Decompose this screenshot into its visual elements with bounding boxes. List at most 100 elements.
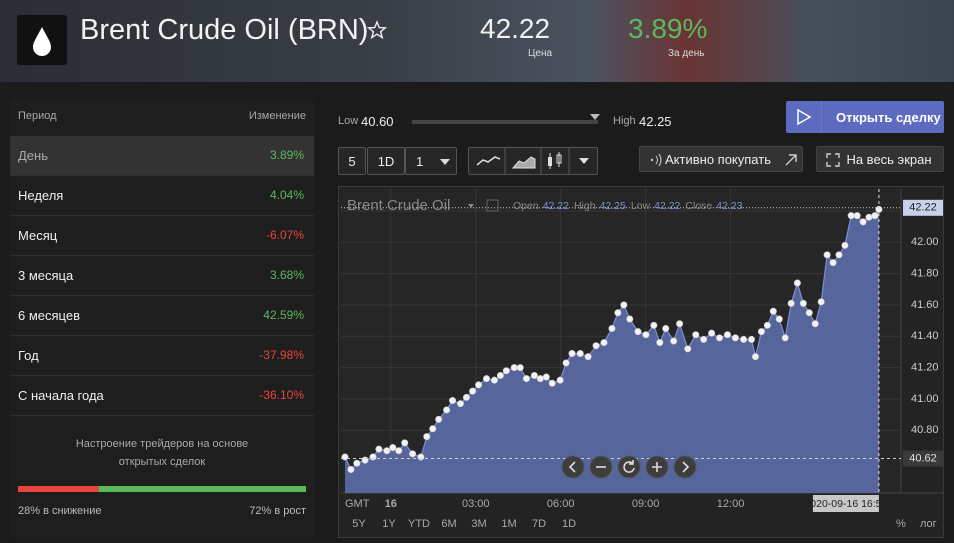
period-button[interactable]: 1D [367,147,405,175]
x-tick-label: 06:00 [547,498,575,510]
period-row: С начала года -36.10% [10,376,314,416]
sentiment-text: Настроение трейдеров на основе [75,438,249,450]
day-range-slider [412,114,600,124]
header: Brent Crude Oil (BRN) 42.22 Цена 3.89% З… [0,0,954,82]
point [829,259,837,267]
period-name: С начала года [18,388,104,403]
ohlc-label: Close [685,200,712,212]
count-select[interactable]: 1 [405,147,457,175]
legend-chevron [468,204,474,208]
fullscreen-text: На весь экран [846,151,932,167]
y-tick-label: 41.80 [911,268,939,280]
period-name: 3 месяца [18,268,74,283]
drop-icon [33,27,51,56]
range-button[interactable]: 1D [561,518,577,530]
point [502,367,510,375]
ohlc-value: 42.22 [543,200,569,212]
point [361,456,369,464]
range-button[interactable]: 5Y [352,518,366,530]
favorite-star[interactable] [367,20,387,40]
point [811,320,819,328]
period-row: Год -37.98% [10,336,314,376]
point [483,375,491,383]
point [614,309,622,317]
period-row: 6 месяцев 42.59% [10,296,314,336]
period-row: День 3.89% [10,136,314,176]
cursor-tag [812,495,879,512]
point [389,444,397,452]
point [634,328,642,336]
chart-type-icons [476,148,589,174]
point [751,353,759,361]
x-tick-label: 16 [385,498,397,510]
point [522,375,530,383]
point [723,331,731,339]
point [656,339,664,347]
point [516,364,524,372]
period-change: -37.98% [259,348,304,362]
count-value: 1 [416,153,424,169]
point [347,465,355,473]
chart-navigation[interactable] [561,455,701,479]
day-change-label: За день [668,48,705,59]
interval-button[interactable]: 5 [338,147,366,175]
point [847,212,855,220]
ohlc-label: High [574,200,596,212]
instrument-icon [17,15,67,65]
day-change: 3.89% [628,13,708,44]
buy-button[interactable]: Активно покупать [639,146,803,172]
point [462,393,470,401]
point [708,329,716,337]
range-button[interactable]: YTD [408,518,430,530]
open-trade-button[interactable]: Открыть сделку [786,101,944,133]
point [748,335,756,343]
range-button[interactable]: 6M [441,518,457,530]
chart-type-group[interactable] [468,147,598,175]
percent-toggle[interactable]: % [896,518,906,530]
period-change: 3.68% [269,268,304,282]
point [548,379,556,387]
period-change: 3.89% [269,148,304,162]
point [626,315,634,323]
point [769,307,777,315]
point [793,279,801,287]
point [423,433,431,441]
price-tag-label: 42.22 [909,202,937,214]
point [787,299,795,307]
point [469,387,477,395]
period-change: -36.10% [259,388,304,402]
price-tag [903,199,943,216]
point [823,251,831,259]
point [799,299,807,307]
point [341,453,349,461]
ohlc-value: 42.23 [716,200,742,212]
point [775,315,783,323]
y-tick-label: 41.20 [911,362,939,374]
point [865,213,873,221]
point [781,334,789,342]
x-tick-label: 03:00 [462,498,490,510]
point [369,453,377,461]
point [731,334,739,342]
point [620,301,628,309]
period-change: 42.59% [263,308,304,322]
fullscreen-button[interactable]: На весь экран [816,146,944,172]
range-buttons: 5Y 1Y YTD 6M 3M 1M 7D 1D [344,518,584,530]
column-header: Изменение [248,110,306,122]
sentiment-bar [18,486,306,492]
log-toggle[interactable]: лог [920,518,937,530]
period-change: -6.07% [265,228,304,242]
point [592,342,600,350]
point [716,334,724,342]
play-icon [797,101,822,133]
price-label: Цена [528,48,553,59]
point [556,376,564,384]
period-row: Месяц -6.07% [10,216,314,256]
range-button[interactable]: 1Y [382,518,396,530]
range-button[interactable]: 7D [531,518,547,530]
cursor-label: 2020-09-16 16:56 [804,498,887,510]
range-button[interactable]: 1M [501,518,517,530]
point [443,406,451,414]
range-button[interactable]: 3M [471,518,487,530]
